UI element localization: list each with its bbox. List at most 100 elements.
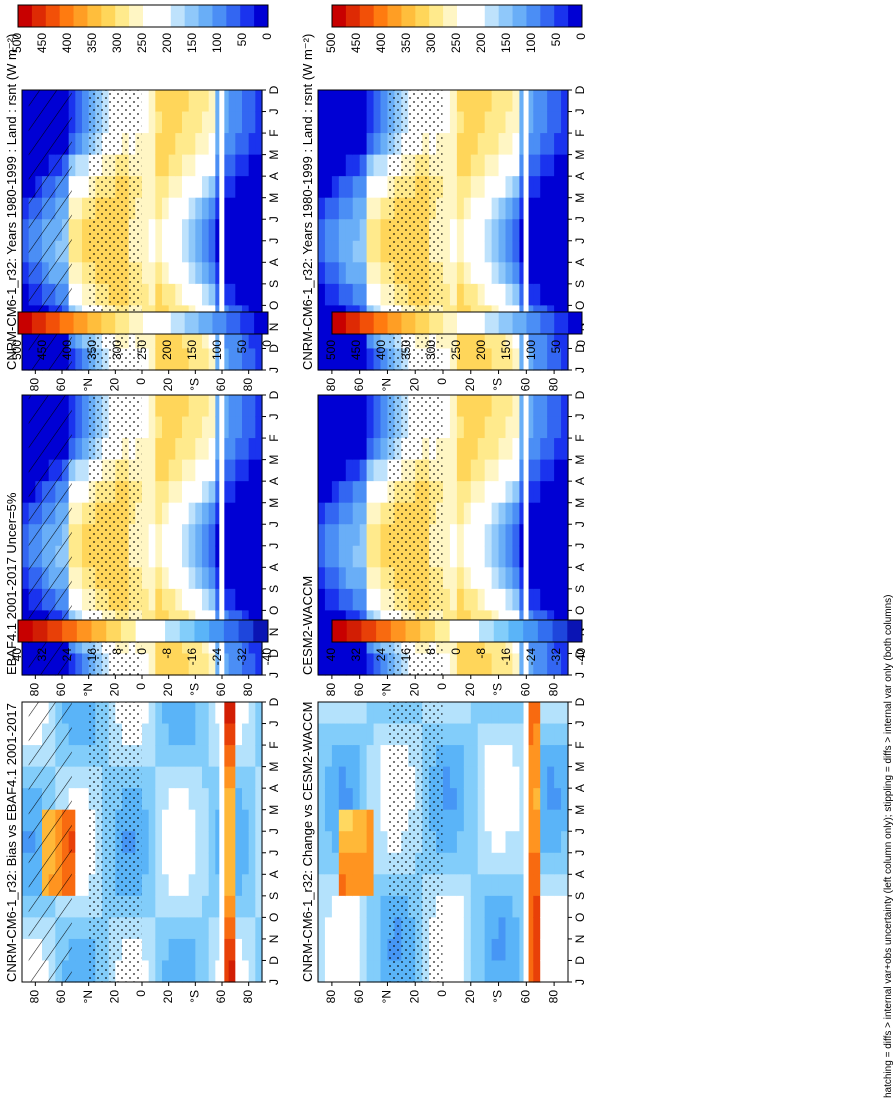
heatmap-cell	[526, 197, 534, 220]
colorbar-swatch	[143, 5, 158, 27]
heatmap-cell	[208, 111, 216, 134]
lat-tick-label: 20	[161, 378, 175, 392]
heatmap-cell	[484, 176, 493, 199]
colorbar-label: 350	[399, 33, 413, 53]
heatmap-cell	[554, 262, 562, 285]
heatmap-cell	[182, 766, 190, 789]
heatmap-cell	[82, 874, 90, 897]
heatmap-cell	[463, 960, 472, 983]
heatmap-cell	[175, 723, 183, 746]
heatmap-cell	[443, 788, 451, 811]
heatmap-cell	[498, 874, 507, 897]
heatmap-cell	[142, 262, 150, 285]
heatmap-cell	[318, 723, 326, 746]
heatmap-cell	[148, 917, 156, 940]
month-tick-label: J	[573, 979, 587, 985]
heatmap-cell	[366, 240, 375, 263]
heatmap-cell	[22, 809, 30, 832]
heatmap-cell	[352, 90, 361, 113]
heatmap-cell	[359, 809, 368, 832]
lat-tick-label: 60	[54, 990, 68, 1004]
heatmap-cell	[202, 653, 210, 676]
heatmap-cell	[380, 524, 389, 547]
colorbar-swatch	[240, 5, 255, 27]
colorbar-frame	[331, 619, 583, 643]
colorbar-swatch	[552, 620, 568, 642]
colorbar-swatch	[567, 620, 583, 642]
heatmap-cell	[75, 416, 83, 439]
heatmap-cell	[148, 395, 156, 418]
heatmap-cell	[175, 588, 183, 611]
heatmap-cell	[561, 588, 569, 611]
heatmap-cell	[142, 348, 150, 371]
heatmap-cell	[324, 90, 333, 113]
heatmap-cell	[540, 197, 548, 220]
heatmap-cell	[75, 133, 83, 156]
heatmap-cell	[324, 766, 333, 789]
heatmap-cell	[561, 326, 569, 350]
heatmap-cell	[228, 219, 236, 242]
heatmap-cell	[470, 938, 479, 962]
heatmap-cell	[202, 852, 210, 875]
heatmap-cell	[242, 438, 250, 461]
heatmap-cell	[324, 831, 333, 854]
heatmap-cell	[526, 766, 534, 789]
month-tick-label: M	[573, 455, 587, 465]
heatmap-cell	[449, 348, 458, 371]
colorbar-label: 300	[110, 340, 124, 360]
heatmap-cell	[155, 481, 163, 504]
colorbar-swatch	[457, 312, 472, 334]
heatmap-cell	[359, 653, 368, 676]
heatmap-cell	[449, 702, 458, 725]
heatmap-cell	[505, 723, 514, 746]
heatmap-cell	[195, 960, 203, 983]
heatmap-cell	[526, 395, 534, 418]
heatmap-cell	[195, 917, 203, 940]
heatmap-cell	[242, 723, 250, 746]
colorbar-label: 50	[235, 33, 249, 47]
heatmap-cell	[338, 588, 347, 611]
heatmap-cell	[477, 90, 486, 113]
heatmap-cell	[148, 219, 156, 242]
heatmap-cell	[533, 240, 541, 263]
heatmap-cell	[491, 766, 500, 789]
heatmap-cell	[352, 133, 361, 156]
heatmap-cell	[182, 702, 190, 725]
heatmap-cell	[463, 416, 472, 439]
heatmap-cell	[561, 459, 569, 482]
heatmap-cell	[352, 852, 361, 875]
heatmap-cell	[540, 960, 548, 983]
heatmap-cell	[519, 917, 527, 940]
heatmap-cell	[484, 631, 493, 655]
colorbar-swatch	[470, 312, 486, 334]
heatmap-cell	[162, 111, 170, 134]
heatmap-cell	[82, 809, 90, 832]
heatmap-cell	[155, 788, 163, 811]
heatmap-cell	[168, 133, 176, 156]
heatmap-cell	[228, 326, 236, 350]
heatmap-cell	[547, 745, 555, 768]
heatmap-cell	[235, 653, 243, 676]
heatmap-cell	[255, 524, 263, 547]
heatmap-cell	[248, 219, 256, 242]
month-tick-label: D	[267, 649, 281, 658]
heatmap-cell	[561, 154, 569, 177]
heatmap-cell	[248, 702, 256, 725]
heatmap-cell	[554, 348, 562, 371]
heatmap-cell	[512, 545, 520, 568]
heatmap-cell	[547, 416, 555, 439]
heatmap-cell	[345, 395, 354, 418]
heatmap-cell	[456, 283, 465, 306]
heatmap-cell	[491, 631, 500, 655]
heatmap-cell	[366, 874, 375, 897]
heatmap-cell	[373, 111, 382, 134]
heatmap-cell	[554, 895, 562, 918]
heatmap-cell	[22, 567, 30, 590]
heatmap-cell	[533, 283, 541, 306]
heatmap-cell	[202, 111, 210, 134]
heatmap-cell	[547, 524, 555, 547]
heatmap-cell	[182, 502, 190, 525]
heatmap-cell	[491, 326, 500, 350]
heatmap-cell	[540, 395, 548, 418]
heatmap-cell	[331, 416, 340, 439]
